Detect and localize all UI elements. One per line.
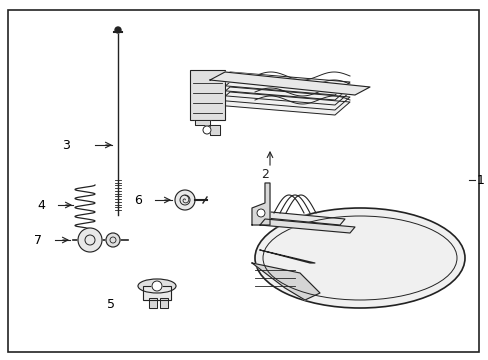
Polygon shape (209, 72, 369, 95)
Bar (149, 298, 157, 308)
Polygon shape (254, 211, 345, 225)
Polygon shape (260, 219, 354, 233)
Text: 5: 5 (107, 298, 115, 311)
Bar (142, 286, 171, 300)
Text: 1: 1 (476, 174, 484, 186)
Circle shape (152, 281, 162, 291)
Polygon shape (260, 250, 314, 263)
Bar (190, 70, 224, 120)
Polygon shape (215, 82, 349, 105)
Circle shape (203, 126, 210, 134)
Bar (160, 298, 168, 308)
Text: 6: 6 (134, 194, 142, 207)
Circle shape (106, 233, 120, 247)
Circle shape (115, 27, 121, 33)
Polygon shape (215, 87, 349, 110)
Polygon shape (215, 72, 349, 95)
Polygon shape (251, 183, 269, 225)
Polygon shape (215, 92, 349, 115)
Ellipse shape (138, 279, 176, 293)
Circle shape (175, 190, 195, 210)
Circle shape (78, 228, 102, 252)
Text: 4: 4 (37, 198, 45, 212)
Circle shape (257, 209, 264, 217)
Polygon shape (195, 120, 220, 135)
Ellipse shape (254, 208, 464, 308)
Text: 2: 2 (261, 168, 268, 181)
Polygon shape (215, 77, 349, 100)
Bar (160, 298, 168, 308)
Text: 3: 3 (62, 139, 70, 152)
Text: 7: 7 (34, 234, 42, 247)
Bar (149, 298, 157, 308)
Polygon shape (251, 263, 319, 300)
Bar (142, 286, 171, 300)
